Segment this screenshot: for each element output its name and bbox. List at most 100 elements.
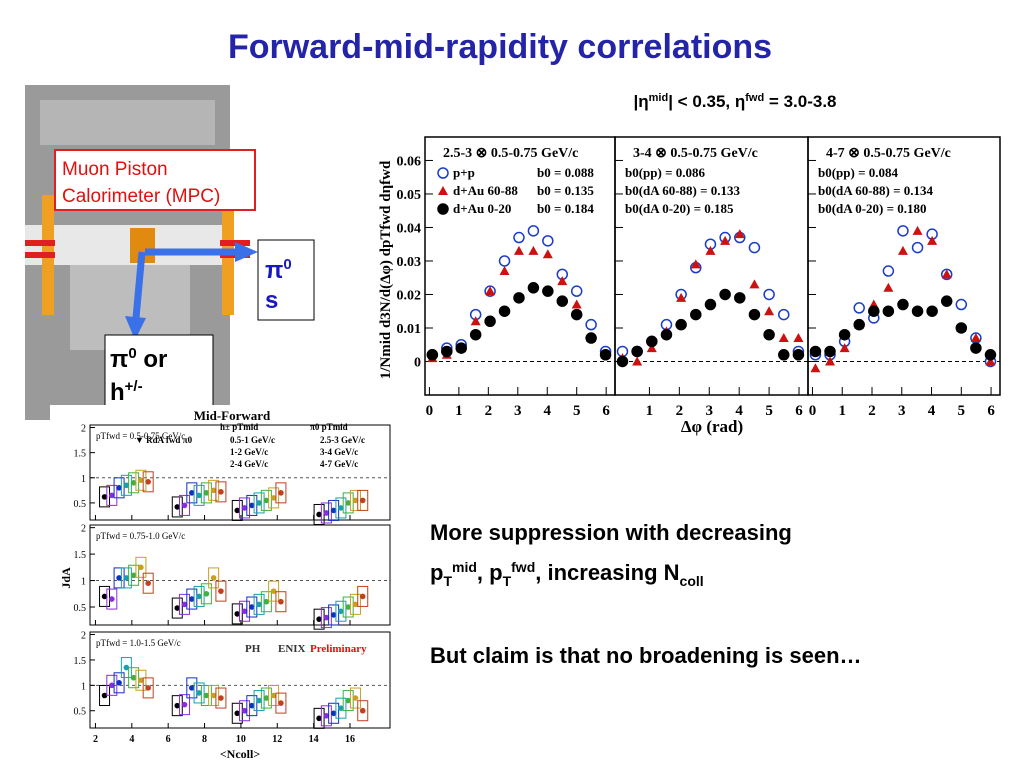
y-tick-label: 0.03	[397, 255, 422, 270]
syst-box	[208, 684, 220, 706]
panel-label: b0 = 0.088	[537, 165, 594, 180]
data-point	[470, 316, 481, 326]
y-tick-label: 2	[81, 524, 86, 535]
y-tick-label: 1	[81, 474, 86, 485]
data-point	[101, 593, 108, 600]
syst-box	[268, 684, 280, 706]
data-point	[116, 679, 122, 686]
syst-box	[200, 482, 212, 504]
data-point	[316, 715, 322, 722]
data-point	[359, 497, 366, 504]
x-tick-label: 6	[602, 403, 610, 419]
mid-label: π0 or	[110, 345, 167, 373]
data-point	[585, 318, 597, 331]
syst-box	[113, 477, 125, 499]
data-point	[270, 588, 277, 594]
data-point	[218, 489, 224, 495]
panel-frame	[807, 136, 1001, 396]
syst-box	[200, 583, 212, 605]
data-point	[256, 697, 262, 704]
x-tick-label: 5	[958, 403, 966, 419]
data-point	[897, 225, 909, 237]
data-point	[352, 497, 359, 504]
data-point	[323, 713, 330, 719]
data-point	[631, 345, 643, 358]
data-point	[763, 288, 775, 301]
data-point	[241, 505, 248, 511]
data-point	[897, 245, 908, 255]
data-point	[145, 685, 151, 691]
data-point	[557, 276, 568, 286]
data-point	[270, 692, 277, 699]
data-point	[778, 349, 790, 361]
data-point	[345, 500, 351, 506]
data-point	[438, 186, 448, 195]
legend-label: 4-7 GeV/c	[320, 459, 358, 469]
panel-title: 2.5-3 ⊗ 0.5-0.75 GeV/c	[443, 146, 578, 161]
data-point	[338, 705, 344, 711]
data-point	[882, 265, 895, 277]
detector-diagram: Muon Piston Calorimeter (MPC) π0 s π0 or…	[25, 85, 315, 426]
text-part: fwd	[511, 559, 535, 575]
data-point	[646, 343, 657, 353]
data-point	[181, 502, 188, 509]
panel-label: pTfwd = 1.0-1.5 GeV/c	[96, 638, 181, 648]
panel-title: 3-4 ⊗ 0.5-0.75 GeV/c	[633, 146, 758, 161]
data-point	[278, 700, 284, 706]
x-tick-label: 2	[676, 403, 684, 419]
syst-box	[260, 591, 272, 613]
data-point	[249, 702, 255, 709]
text-part: T	[443, 573, 452, 589]
y-tick-label: 1.5	[74, 449, 87, 460]
x-tick-label: 4	[129, 734, 134, 745]
syst-box	[349, 687, 361, 709]
text-part: T	[503, 573, 512, 589]
data-point	[599, 349, 612, 361]
data-point	[970, 342, 982, 354]
legend-label: h± pTmid	[220, 422, 258, 432]
data-point	[116, 485, 122, 491]
x-tick-label: 1	[455, 403, 463, 419]
data-point	[527, 225, 540, 237]
data-point	[513, 245, 524, 255]
data-point	[528, 245, 539, 255]
syst-box	[106, 484, 118, 506]
data-point	[330, 612, 337, 618]
data-point	[926, 305, 938, 317]
jda-chart: Mid-Forward 0.5 1 1.5 2 pTfwd = 0.5-0.75 GeV/…	[59, 408, 391, 761]
mpc-label: Calorimeter (MPC)	[62, 186, 220, 207]
data-point	[646, 335, 658, 348]
syst-box	[128, 472, 140, 494]
syst-box	[275, 482, 287, 504]
summary-line: But claim is that no broadening is seen…	[430, 643, 862, 668]
data-point	[985, 356, 996, 366]
x-tick-label: 12	[272, 734, 282, 745]
syst-box	[320, 607, 332, 629]
syst-box	[193, 682, 205, 704]
arrowhead	[235, 242, 258, 262]
y-tick-label: 2	[81, 424, 86, 435]
data-point	[278, 598, 284, 605]
data-point	[138, 564, 144, 571]
x-tick-label: 1	[646, 403, 654, 419]
syst-box	[253, 492, 265, 514]
data-point	[345, 697, 351, 704]
data-point	[210, 575, 217, 581]
x-tick-label: 14	[309, 734, 319, 745]
panel-label: b0(pp) = 0.084	[818, 165, 899, 180]
data-point	[498, 255, 511, 267]
syst-box	[342, 492, 354, 514]
legend-label: 1-2 GeV/c	[230, 447, 268, 457]
data-point	[218, 695, 224, 701]
panel-label: b0(dA 60-88) = 0.133	[625, 183, 741, 198]
syst-box	[231, 702, 243, 724]
legend-label: 3-4 GeV/c	[320, 447, 358, 457]
data-point	[189, 490, 195, 496]
data-point	[513, 231, 525, 244]
data-point	[203, 590, 210, 597]
syst-box	[215, 481, 227, 503]
data-point	[123, 482, 130, 489]
syst-box	[142, 471, 154, 493]
syst-box	[186, 588, 198, 610]
